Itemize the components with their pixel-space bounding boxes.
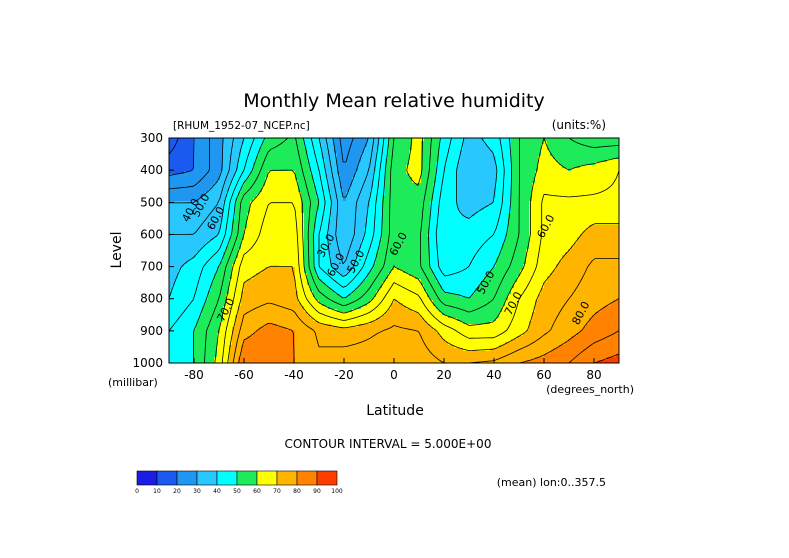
x-tick-label: 20	[436, 368, 451, 382]
colorbar-swatch	[276, 470, 298, 486]
x-tick-label: 80	[586, 368, 601, 382]
colorbar-swatch	[216, 470, 238, 486]
colorbar-swatch	[316, 470, 338, 486]
colorbar-label: 20	[173, 488, 181, 495]
colorbar-label: 100	[331, 488, 343, 495]
colorbar-swatch	[136, 470, 158, 486]
y-axis: 300 400 500 600 700 800 900 1000	[132, 131, 174, 370]
x-axis-label: Latitude	[366, 403, 424, 419]
x-tick-label: 40	[486, 368, 501, 382]
x-tick-label: 60	[536, 368, 551, 382]
y-tick-label: 400	[140, 163, 163, 177]
colorbar-swatch	[296, 470, 318, 486]
y-tick-label: 900	[140, 324, 163, 338]
x-axis: -80 -60 -40 -20 0 20 40 60 80	[184, 358, 602, 382]
colorbar-label: 0	[135, 488, 139, 495]
x-tick-label: -80	[184, 368, 204, 382]
y-units-label: (millibar)	[108, 376, 158, 389]
chart-title: Monthly Mean relative humidity	[243, 90, 545, 112]
contour-interval-label: CONTOUR INTERVAL = 5.000E+00	[285, 437, 492, 451]
x-tick-label: -40	[284, 368, 304, 382]
domain-label: (mean) lon:0..357.5	[497, 476, 606, 489]
colorbar-label: 60	[253, 488, 261, 495]
colorbar-swatch	[176, 470, 198, 486]
y-tick-label: 600	[140, 227, 163, 241]
contour-lines	[169, 138, 619, 363]
colorbar-label: 30	[193, 488, 201, 495]
colorbar: 0 10 20 30 40 50 60 70 80 90 100	[135, 470, 343, 495]
colorbar-swatch	[156, 470, 178, 486]
x-units-label: (degrees_north)	[546, 383, 634, 396]
y-tick-label: 800	[140, 292, 163, 306]
x-tick-label: -60	[234, 368, 254, 382]
x-tick-label: 0	[390, 368, 398, 382]
colorbar-label: 80	[293, 488, 301, 495]
colorbar-swatch	[196, 470, 218, 486]
colorbar-label: 70	[273, 488, 281, 495]
source-label: [RHUM_1952-07_NCEP.nc]	[173, 120, 310, 132]
colorbar-swatch	[256, 470, 278, 486]
x-tick-label: -20	[334, 368, 354, 382]
y-axis-label: Level	[109, 232, 125, 269]
y-tick-label: 500	[140, 195, 163, 209]
colorbar-label: 90	[313, 488, 321, 495]
units-label: (units:%)	[552, 118, 606, 132]
colorbar-label: 10	[153, 488, 161, 495]
y-tick-label: 700	[140, 260, 163, 274]
colorbar-swatch	[236, 470, 258, 486]
colorbar-label: 40	[213, 488, 221, 495]
colorbar-label: 50	[233, 488, 241, 495]
y-tick-label: 300	[140, 131, 163, 145]
y-tick-label: 1000	[132, 356, 163, 370]
